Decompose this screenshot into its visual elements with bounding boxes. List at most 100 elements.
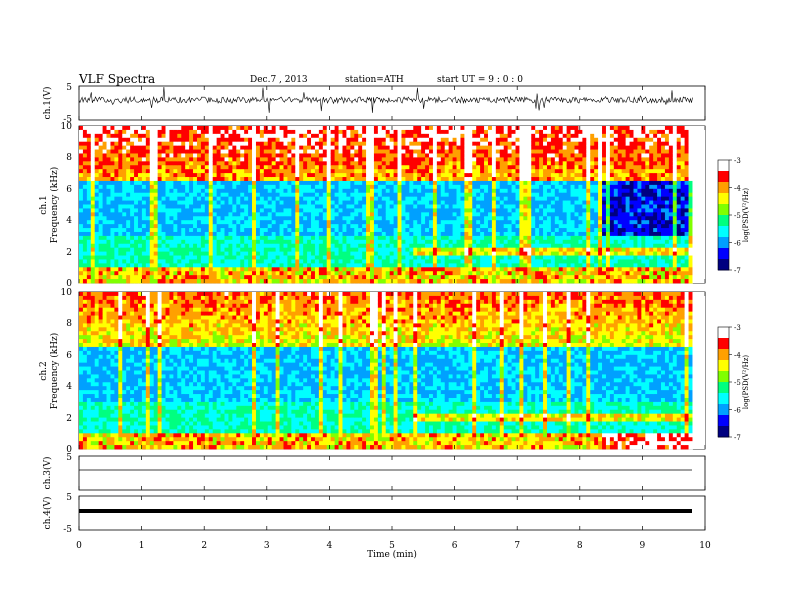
spectrogram-cell — [79, 169, 84, 174]
spectrogram-cell — [444, 126, 450, 131]
spectrogram-cell — [173, 267, 178, 272]
spectrogram-cell — [295, 255, 300, 260]
spectrogram-cell — [484, 169, 489, 174]
spectrogram-cell — [566, 133, 571, 139]
spectrogram-cell — [432, 267, 438, 272]
spectrogram-cell — [149, 208, 155, 213]
spectrogram-cell — [220, 275, 225, 280]
spectrogram-cell — [252, 157, 257, 162]
spectrogram-cell — [495, 243, 501, 249]
spectrogram-cell — [543, 255, 548, 260]
spectrogram-cell — [527, 173, 532, 178]
spectrogram-cell — [511, 157, 516, 162]
spectrogram-cell — [177, 161, 182, 166]
spectrogram-cell — [173, 133, 178, 139]
spectrogram-cell — [543, 126, 548, 131]
spectrogram-cell — [287, 263, 292, 268]
spectrogram-cell — [362, 145, 367, 150]
spectrogram-cell — [330, 279, 336, 284]
spectrogram-cell — [161, 133, 166, 139]
spectrogram-cell — [562, 129, 568, 135]
spectrogram-cell — [283, 161, 288, 166]
spectrogram-cell — [495, 188, 501, 194]
spectrogram-cell — [472, 239, 477, 245]
spectrogram-cell — [275, 279, 280, 284]
spectrogram-cell — [366, 184, 371, 190]
spectrogram-cell — [153, 141, 159, 147]
spectrogram-cell — [558, 224, 564, 229]
spectrogram-cell — [82, 235, 88, 241]
spectrogram-cell — [436, 243, 442, 249]
spectrogram-cell — [295, 267, 300, 272]
spectrogram-cell — [373, 267, 379, 272]
spectrogram-cell — [271, 235, 277, 241]
spectrogram-cell — [122, 231, 127, 237]
spectrogram-cell — [193, 126, 198, 131]
spectrogram-cell — [130, 141, 135, 147]
spectrogram-cell — [200, 255, 206, 260]
spectrogram-cell — [283, 200, 288, 205]
spectrogram-cell — [440, 239, 446, 245]
spectrogram-cell — [236, 180, 241, 186]
spectrogram-cell — [543, 129, 548, 135]
spectrogram-cell — [275, 220, 280, 225]
spectrogram-cell — [432, 216, 438, 221]
spectrogram-cell — [295, 141, 300, 147]
spectrogram-cell — [370, 169, 375, 174]
spectrogram-cell — [145, 231, 151, 237]
spectrogram-cell — [448, 157, 453, 162]
spectrogram-cell — [452, 228, 457, 233]
spectrogram-cell — [389, 208, 394, 213]
spectrogram-cell — [263, 208, 269, 213]
spectrogram-cell — [145, 157, 151, 162]
spectrogram-cell — [279, 165, 284, 170]
spectrogram-cell — [303, 243, 308, 249]
spectrogram-cell — [283, 192, 288, 198]
spectrogram-cell — [425, 208, 430, 213]
spectrogram-cell — [287, 180, 292, 186]
spectrogram-cell — [444, 212, 450, 217]
spectrogram-cell — [338, 247, 343, 253]
spectrogram-cell — [546, 184, 552, 190]
spectrogram-cell — [460, 165, 465, 170]
spectrogram-cell — [216, 220, 221, 225]
spectrogram-cell — [98, 188, 103, 194]
spectrogram-cell — [236, 204, 241, 209]
spectrogram-cell — [145, 228, 151, 233]
spectrogram-cell — [169, 126, 174, 131]
spectrogram-cell — [499, 165, 505, 170]
spectrogram-cell — [373, 204, 379, 209]
spectrogram-cell — [558, 267, 564, 272]
spectrogram-cell — [527, 165, 532, 170]
spectrogram-cell — [204, 169, 210, 174]
spectrogram-cell — [377, 192, 383, 198]
spectrogram-cell — [566, 196, 571, 201]
spectrogram-cell — [204, 149, 210, 154]
spectrogram-cell — [350, 220, 355, 225]
spectrogram-cell — [444, 157, 450, 162]
spectrogram-cell — [196, 165, 202, 170]
spectrogram-cell — [314, 161, 320, 166]
spectrogram-cell — [531, 212, 536, 217]
spectrogram-cell — [535, 231, 540, 237]
spectrogram-cell — [255, 247, 261, 253]
spectrogram-cell — [177, 220, 182, 225]
spectrogram-cell — [421, 169, 426, 174]
spectrogram-cell — [338, 231, 343, 237]
spectrogram-cell — [546, 180, 552, 186]
spectrogram-cell — [275, 141, 280, 147]
spectrogram-cell — [511, 196, 516, 201]
spectrogram-cell — [495, 137, 501, 143]
spectrogram-cell — [456, 180, 461, 186]
spectrogram-cell — [252, 247, 257, 253]
spectrogram-cell — [153, 235, 159, 241]
spectrogram-cell — [405, 235, 410, 241]
spectrogram-cell — [126, 239, 131, 245]
spectrogram-cell — [259, 177, 265, 182]
spectrogram-cell — [291, 231, 296, 237]
spectrogram-cell — [303, 263, 308, 268]
spectrogram-cell — [389, 157, 394, 162]
spectrogram-cell — [189, 247, 194, 253]
spectrogram-cell — [476, 184, 481, 190]
spectrogram-cell — [377, 184, 383, 190]
